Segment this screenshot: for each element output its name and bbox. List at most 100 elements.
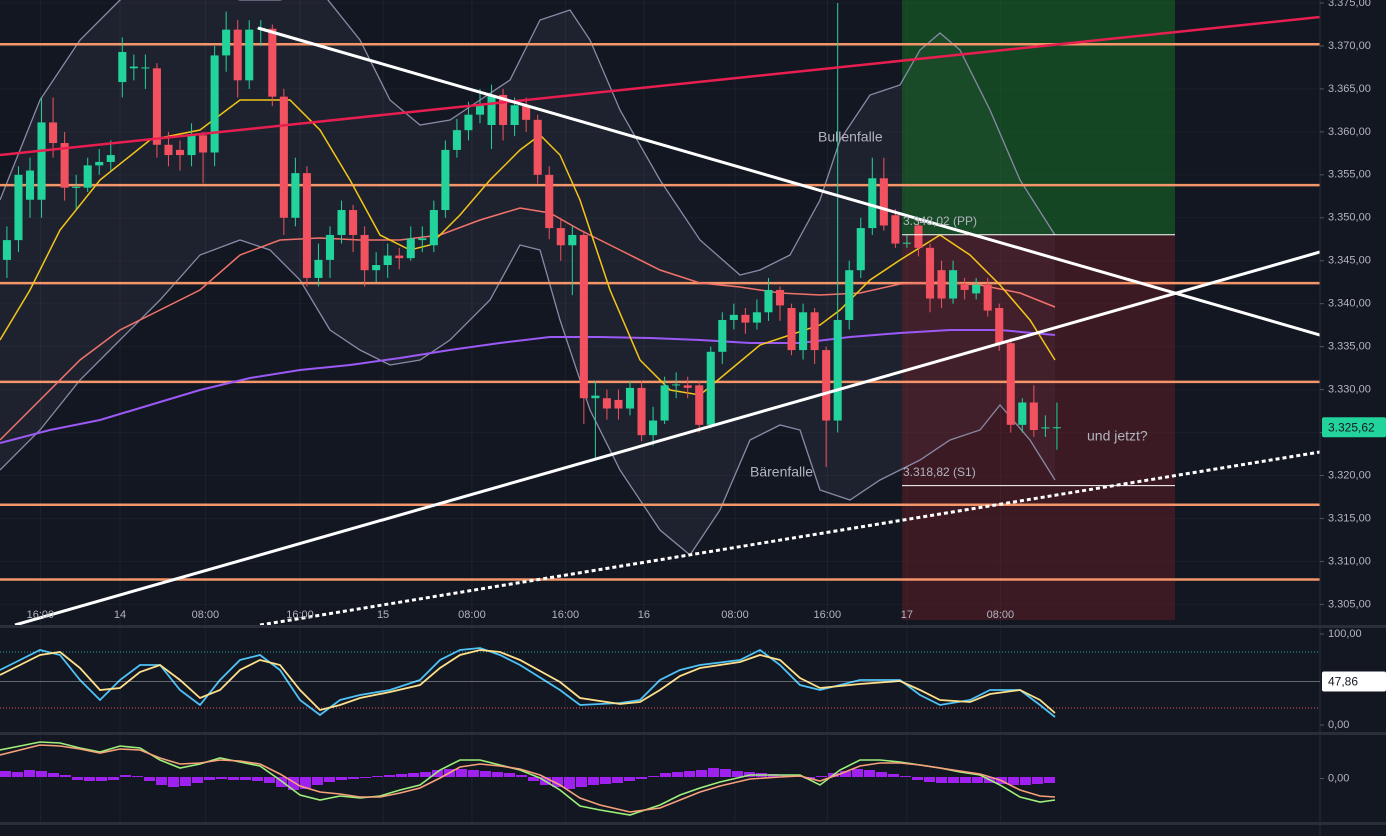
candle-body — [1006, 343, 1015, 425]
trend-line-up — [14, 250, 1320, 625]
candle-body — [279, 96, 288, 218]
candle-body — [95, 161, 104, 166]
candle-body — [718, 320, 727, 352]
candle-body — [741, 314, 750, 323]
candle-body — [845, 270, 854, 321]
candle-body — [325, 234, 335, 260]
x-tick-label: 08:00 — [192, 609, 220, 621]
candle-body — [72, 186, 81, 188]
y-tick-label: 3.310,00 — [1328, 555, 1371, 567]
candle-body — [983, 284, 992, 311]
candle-body — [972, 284, 981, 294]
candle-body — [833, 320, 842, 421]
annotation: und jetzt? — [1087, 428, 1148, 444]
pivots: 3.348,02 (PP) 3.318,82 (S1) — [902, 214, 1175, 487]
candles — [2, 3, 1061, 467]
candle-body — [349, 210, 358, 235]
candle-body — [210, 55, 219, 153]
candle-body — [879, 178, 888, 226]
y-tick-label: 3.305,00 — [1328, 598, 1371, 610]
candle-body — [199, 135, 208, 153]
y-tick-label: 0,00 — [1328, 719, 1349, 731]
candle-body — [568, 234, 577, 246]
candle-body — [637, 387, 646, 436]
candle-body — [1029, 402, 1038, 430]
candle-body — [591, 395, 600, 399]
candle-body — [764, 289, 773, 313]
candle-body — [960, 284, 969, 290]
candle-body — [302, 173, 311, 278]
candle-body — [925, 247, 935, 299]
y-tick-label: 3.355,00 — [1328, 169, 1371, 181]
candle-body — [141, 67, 150, 69]
x-tick-label: 16:00 — [552, 609, 580, 621]
candle-body — [2, 240, 11, 260]
candle-body — [533, 119, 542, 175]
candle-body — [395, 255, 404, 259]
candle-body — [937, 270, 946, 299]
trend-line-down — [257, 26, 1320, 337]
candle-body — [337, 210, 346, 235]
candle-body — [545, 174, 554, 229]
candle-body — [856, 228, 865, 271]
bollinger-upper — [0, 0, 1056, 276]
candle-body — [291, 173, 300, 218]
candle-body — [233, 29, 242, 81]
y-tick-label: 3.365,00 — [1328, 83, 1371, 95]
candle-body — [579, 234, 588, 399]
panel-separator — [0, 625, 1386, 628]
candle-body — [602, 398, 611, 409]
candle-body — [418, 238, 427, 241]
candle-body — [475, 105, 485, 115]
candle-body — [49, 122, 58, 144]
candle-body — [118, 51, 127, 83]
y-tick-label: 100,00 — [1328, 628, 1362, 640]
x-tick-label: 08:00 — [987, 609, 1015, 621]
y-tick-label: 3.375,00 — [1328, 0, 1371, 9]
candle-body — [487, 94, 496, 125]
x-tick-label: 16:00 — [286, 609, 314, 621]
x-tick-label: 17 — [901, 609, 913, 621]
candle-body — [441, 149, 450, 211]
x-tick-label: 08:00 — [721, 609, 749, 621]
candle-body — [902, 242, 911, 244]
macd-histogram — [0, 768, 1055, 790]
candle-body — [222, 29, 231, 56]
candle-body — [175, 149, 185, 156]
y-tick-label: 3.335,00 — [1328, 341, 1371, 353]
value-tag-label: 47,86 — [1328, 675, 1358, 689]
candle-body — [683, 385, 692, 388]
price-tag — [1322, 417, 1386, 438]
candle-body — [187, 135, 196, 156]
y-tick-label: 3.330,00 — [1328, 384, 1371, 396]
candle-body — [695, 385, 704, 425]
candle-body — [429, 210, 438, 246]
candle-body — [383, 255, 392, 266]
panel-separator — [0, 732, 1386, 735]
annotation: Bärenfalle — [750, 464, 813, 480]
panel-separator — [0, 822, 1386, 825]
candle-body — [949, 270, 958, 299]
candle-body — [810, 312, 819, 351]
x-tick-label: 16:00 — [27, 609, 55, 621]
candle-body — [752, 312, 761, 323]
candle-body — [14, 174, 23, 241]
bollinger-lower — [0, 239, 1056, 556]
candle-body — [649, 420, 658, 436]
moving-average-slow — [0, 329, 1056, 444]
stochastic-k — [0, 647, 1056, 718]
candle-body — [787, 307, 796, 351]
candle-body — [672, 384, 681, 386]
candle-body — [1018, 402, 1027, 425]
value-tag — [1322, 671, 1386, 692]
candle-body — [660, 385, 669, 421]
y-tick-label: 3.315,00 — [1328, 512, 1371, 524]
y-tick-label: 3.370,00 — [1328, 40, 1371, 52]
candle-body — [245, 29, 254, 81]
candle-body — [499, 94, 508, 125]
candle-body — [556, 228, 565, 246]
x-tick-label: 08:00 — [458, 609, 486, 621]
y-tick-label: 3.360,00 — [1328, 126, 1371, 138]
candle-body — [314, 259, 323, 278]
